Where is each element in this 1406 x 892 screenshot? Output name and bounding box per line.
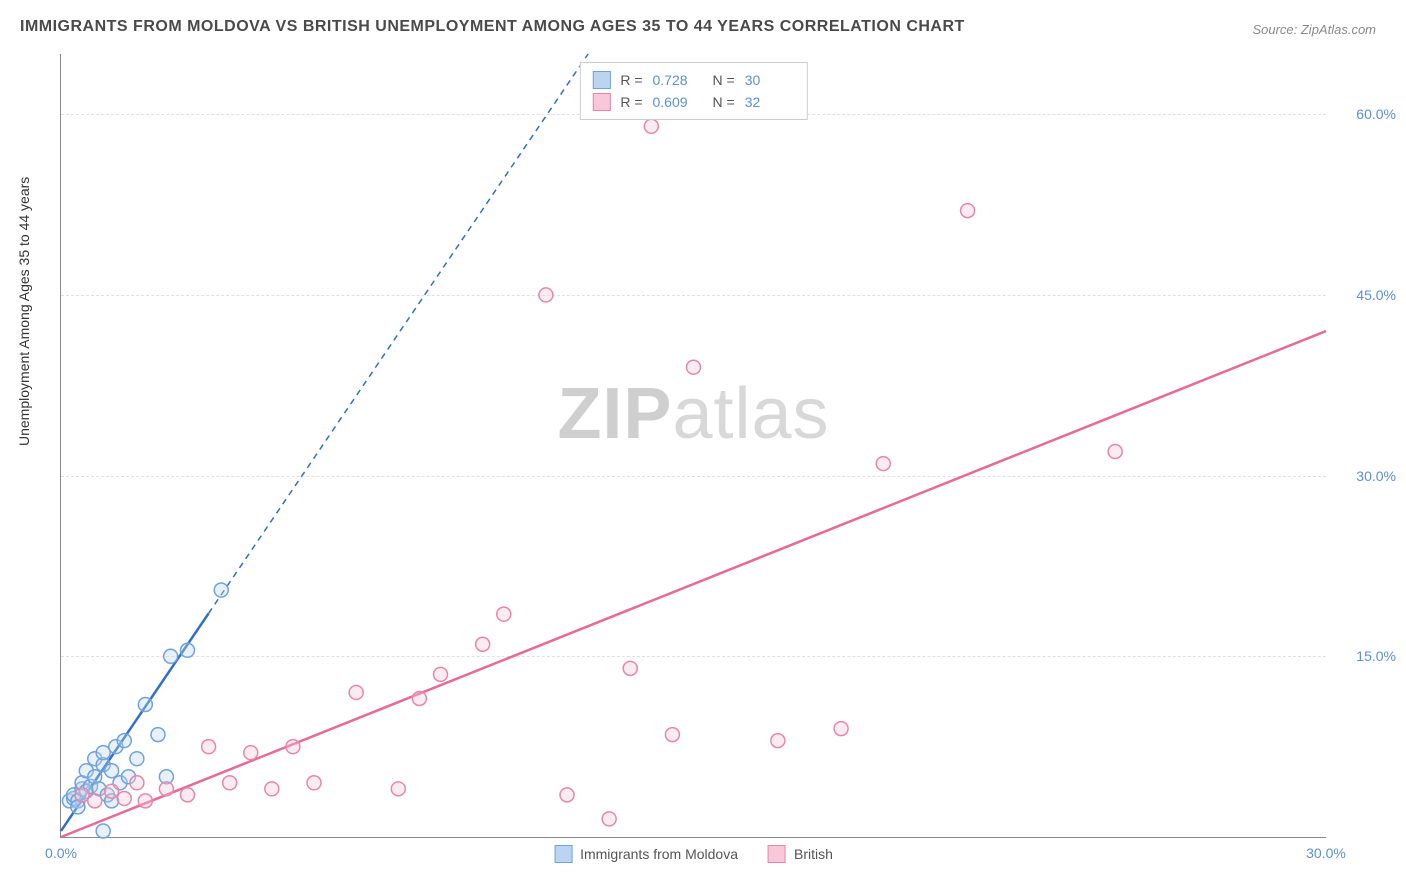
series-legend-label: Immigrants from Moldova: [580, 846, 738, 862]
data-point: [138, 794, 152, 808]
data-point: [349, 685, 363, 699]
stat-n-label: N =: [713, 94, 735, 110]
stat-r-label: R =: [620, 72, 642, 88]
data-point: [560, 788, 574, 802]
stat-legend-row: R = 0.728 N = 30: [592, 69, 794, 91]
y-tick-label: 45.0%: [1356, 287, 1396, 303]
stat-n-value: 32: [745, 94, 795, 110]
data-point: [96, 824, 110, 838]
data-point: [961, 204, 975, 218]
data-point: [265, 782, 279, 796]
data-point: [138, 697, 152, 711]
data-point: [181, 788, 195, 802]
stat-r-value: 0.728: [653, 72, 703, 88]
data-point: [834, 722, 848, 736]
data-point: [434, 667, 448, 681]
data-point: [75, 788, 89, 802]
data-point: [202, 740, 216, 754]
series-legend-label: British: [794, 846, 833, 862]
data-point: [96, 746, 110, 760]
correlation-legend: R = 0.728 N = 30 R = 0.609 N = 32: [579, 62, 807, 120]
y-axis-label: Unemployment Among Ages 35 to 44 years: [16, 177, 32, 446]
data-point: [244, 746, 258, 760]
y-tick-label: 30.0%: [1356, 468, 1396, 484]
data-point: [412, 691, 426, 705]
series-legend: Immigrants from Moldova British: [554, 845, 833, 863]
x-tick-label: 0.0%: [45, 845, 77, 861]
data-point: [497, 607, 511, 621]
data-point: [159, 782, 173, 796]
data-point: [771, 734, 785, 748]
plot-svg: [61, 54, 1326, 837]
data-point: [164, 649, 178, 663]
data-point: [623, 661, 637, 675]
y-tick-label: 60.0%: [1356, 106, 1396, 122]
data-point: [391, 782, 405, 796]
data-point: [539, 288, 553, 302]
stat-n-label: N =: [713, 72, 735, 88]
y-tick-label: 15.0%: [1356, 648, 1396, 664]
chart-title: IMMIGRANTS FROM MOLDOVA VS BRITISH UNEMP…: [20, 18, 965, 36]
stat-r-value: 0.609: [653, 94, 703, 110]
data-point: [130, 776, 144, 790]
data-point: [286, 740, 300, 754]
data-point: [151, 728, 165, 742]
data-point: [876, 457, 890, 471]
data-point: [117, 734, 131, 748]
source-attribution: Source: ZipAtlas.com: [1252, 22, 1376, 37]
data-point: [117, 791, 131, 805]
data-point: [1108, 445, 1122, 459]
data-point: [665, 728, 679, 742]
trend-line: [61, 331, 1326, 837]
data-point: [476, 637, 490, 651]
data-point: [88, 794, 102, 808]
trend-line-dashed: [209, 54, 589, 613]
stat-n-value: 30: [745, 72, 795, 88]
legend-swatch: [592, 71, 610, 89]
plot-area: ZIPatlas R =0.728N =30R =0.609N =32 15.0…: [60, 54, 1326, 838]
data-point: [214, 583, 228, 597]
legend-swatch: [592, 93, 610, 111]
data-point: [181, 643, 195, 657]
series-legend-item: British: [768, 845, 833, 863]
data-point: [307, 776, 321, 790]
x-tick-label: 30.0%: [1306, 845, 1346, 861]
stat-r-label: R =: [620, 94, 642, 110]
data-point: [687, 360, 701, 374]
stat-legend-row: R = 0.609 N = 32: [592, 91, 794, 113]
series-legend-item: Immigrants from Moldova: [554, 845, 738, 863]
data-point: [644, 119, 658, 133]
data-point: [602, 812, 616, 826]
data-point: [105, 764, 119, 778]
legend-swatch: [768, 845, 786, 863]
data-point: [105, 784, 119, 798]
legend-swatch: [554, 845, 572, 863]
data-point: [130, 752, 144, 766]
data-point: [223, 776, 237, 790]
